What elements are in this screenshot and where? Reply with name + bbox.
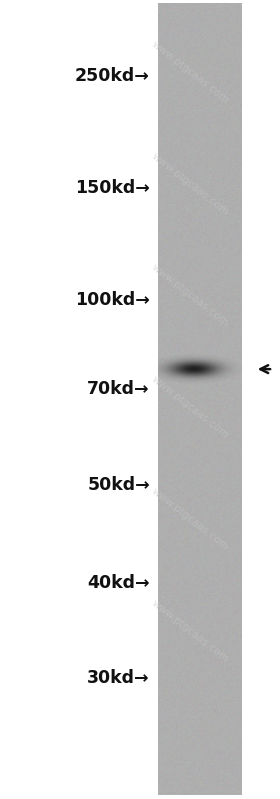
Text: 150kd→: 150kd→ xyxy=(75,179,150,197)
Text: www.ptgcaas.com: www.ptgcaas.com xyxy=(150,487,231,552)
Text: 70kd→: 70kd→ xyxy=(87,380,150,398)
Text: 250kd→: 250kd→ xyxy=(75,67,150,85)
Text: 40kd→: 40kd→ xyxy=(87,574,150,592)
Text: 30kd→: 30kd→ xyxy=(87,669,150,686)
Text: www.ptgcaas.com: www.ptgcaas.com xyxy=(150,39,231,105)
Text: 50kd→: 50kd→ xyxy=(87,476,150,494)
Text: www.ptgcaas.com: www.ptgcaas.com xyxy=(150,375,231,440)
Text: 100kd→: 100kd→ xyxy=(75,291,150,308)
Text: www.ptgcaas.com: www.ptgcaas.com xyxy=(150,151,231,217)
Text: www.ptgcaas.com: www.ptgcaas.com xyxy=(150,263,231,328)
Text: www.ptgcaas.com: www.ptgcaas.com xyxy=(150,598,231,664)
